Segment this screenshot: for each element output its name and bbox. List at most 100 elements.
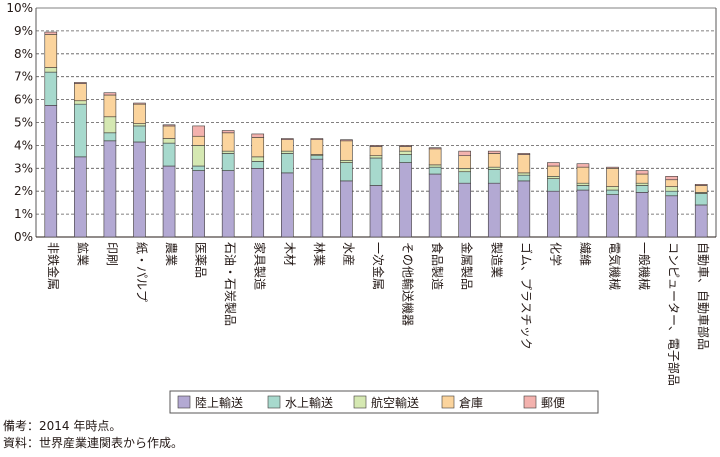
bar-segment [517, 172, 531, 176]
x-tick-label: 水産 [341, 242, 356, 266]
bar-segment [487, 182, 501, 238]
bar-segment [162, 138, 176, 144]
bar-segment [251, 161, 265, 169]
bar-segment [547, 162, 560, 167]
bar-segment [221, 130, 235, 134]
bar-segment [517, 174, 531, 182]
bar-segment [428, 166, 442, 175]
bar-segment [635, 173, 649, 184]
bar-segment [428, 147, 442, 150]
bar-segment [369, 145, 383, 147]
bar-segment [635, 185, 649, 193]
bar-segment [517, 153, 531, 155]
bar-segment [103, 132, 117, 142]
legend-swatch [441, 395, 455, 409]
bar-segment [192, 135, 205, 146]
x-tick-label: 農業 [164, 242, 178, 266]
x-tick-label: 一次金属 [371, 242, 386, 290]
bar-segment [458, 182, 471, 238]
legend-label: 水上輸送 [285, 395, 333, 410]
y-tick-label: 8% [14, 47, 33, 61]
x-tick-label: 印刷 [105, 242, 119, 266]
bar-segment [74, 156, 87, 238]
x-tick-label: 紙・パルプ [134, 242, 149, 302]
bar-segment [44, 34, 58, 68]
x-tick-label: 一般機械 [637, 242, 652, 290]
bar-segment [133, 102, 146, 105]
legend-label: 陸上輸送 [195, 395, 243, 410]
bar-segment [133, 141, 146, 238]
y-tick-label: 10% [6, 1, 33, 15]
bar-segment [665, 176, 678, 181]
bar-segment [44, 71, 58, 106]
bar-segment [458, 150, 471, 157]
x-tick-label: ゴム、プラスチック [519, 242, 534, 350]
y-tick-label: 6% [14, 93, 33, 107]
bar-segment [547, 176, 560, 179]
bar-segment [517, 154, 531, 174]
bar-segment [251, 168, 265, 238]
legend-label: 航空輸送 [371, 395, 419, 410]
x-tick-label: その他輸送機器 [401, 242, 416, 326]
legend-swatch [353, 395, 367, 409]
bar-segment [487, 169, 501, 184]
bar-segment [458, 168, 471, 173]
x-tick-label: 石油・石炭製品 [223, 242, 237, 326]
bar-segment [487, 150, 501, 154]
bar-segment [635, 192, 649, 238]
bar-segment [428, 164, 442, 168]
bar-segment [162, 125, 176, 139]
bar-segment [281, 172, 294, 238]
bar-segment [606, 166, 619, 169]
bar-segment [162, 124, 176, 127]
bar-segment [192, 125, 205, 137]
x-tick-label: 繊維 [578, 242, 592, 266]
bar-segment [74, 100, 87, 105]
bar-segment [310, 139, 324, 155]
bar-segment [340, 139, 353, 142]
bar-segment [103, 140, 117, 238]
bar-segment [221, 170, 235, 238]
bar-segment [665, 186, 678, 192]
bar-segment [340, 180, 353, 238]
bar-segment [576, 189, 590, 238]
bar-segment [74, 83, 87, 102]
bar-segment [487, 153, 501, 168]
bar-segment [221, 153, 235, 171]
bar-segment [74, 82, 87, 84]
bar-segment [192, 145, 205, 167]
bar-segment [487, 166, 501, 170]
bar-segment [369, 185, 383, 238]
bar-segment [694, 184, 708, 186]
y-tick-label: 4% [14, 138, 33, 152]
bar-segment [340, 140, 353, 161]
bar-segment [576, 166, 590, 184]
bar-segment [635, 170, 649, 175]
bar-segment [281, 150, 294, 154]
bar-segment [399, 162, 412, 238]
legend-label: 郵便 [541, 396, 565, 410]
y-tick-label: 9% [14, 24, 33, 38]
bar-segment [458, 155, 471, 169]
bar-segment [694, 204, 708, 238]
bar-segment [547, 190, 560, 238]
x-tick-label: 非鉄金属 [46, 242, 61, 290]
bar-segment [606, 194, 619, 238]
bar-segment [428, 173, 442, 238]
bar-segment [576, 185, 590, 191]
x-tick-label: 食品製造 [430, 242, 445, 290]
bar-segment [547, 178, 560, 192]
bar-segment [310, 138, 324, 140]
bar-segment [606, 186, 619, 191]
bar-segment [369, 155, 383, 159]
bar-segment [103, 94, 117, 118]
bar-segment [133, 103, 146, 124]
x-tick-label: 鉱業 [75, 242, 90, 266]
x-tick-label: 金属製品 [460, 242, 475, 290]
note-source: 資料：世界産業連関表から作成。 [3, 436, 184, 450]
bar-segment [399, 154, 412, 163]
bar-segment [576, 182, 590, 186]
bar-segment [44, 31, 58, 35]
bar-segment [547, 165, 560, 177]
